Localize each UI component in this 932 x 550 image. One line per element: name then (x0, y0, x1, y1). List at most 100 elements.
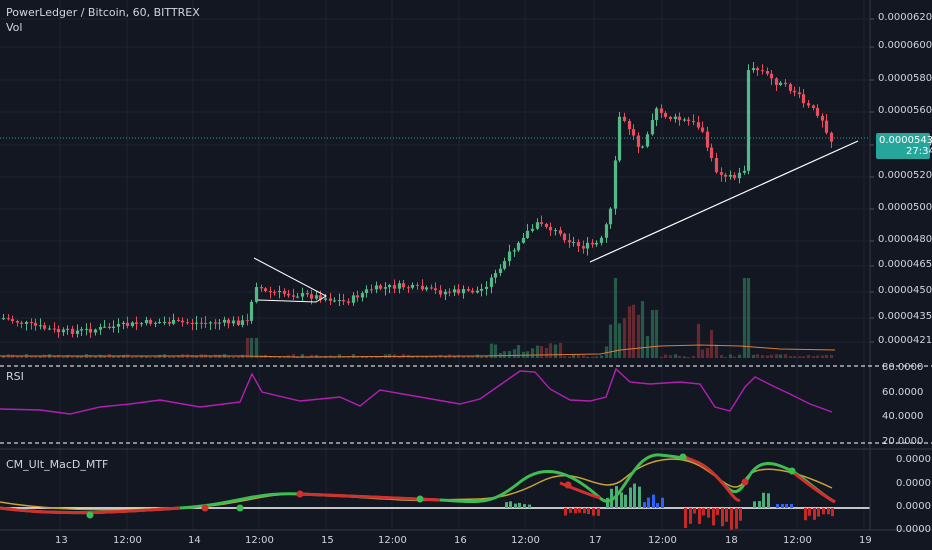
macd-histogram-bar (684, 508, 687, 528)
candle-body (47, 328, 52, 330)
volume-bar (369, 356, 374, 358)
candle-body (475, 290, 480, 293)
candle-body (15, 321, 20, 323)
macd-histogram-bar (597, 508, 600, 516)
macd-histogram-bar (505, 502, 508, 508)
volume-bar (65, 355, 70, 358)
macd-histogram-bar (758, 500, 761, 508)
volume-bar (144, 356, 149, 358)
candle-body (203, 322, 208, 324)
candle-body (148, 319, 153, 324)
candle-body (387, 285, 392, 288)
macd-tick: 0.0000 (896, 524, 931, 535)
candle-body (190, 322, 195, 324)
macd-histogram-bar (661, 497, 664, 508)
macd-histogram-bar (574, 508, 577, 514)
macd-cross-dot (788, 467, 796, 475)
candle-body (742, 170, 747, 173)
macd-histogram-bar (624, 494, 627, 508)
candle-body (447, 291, 452, 293)
last-price-value: 0.00005431 (879, 135, 932, 146)
candle-body (479, 288, 484, 291)
candle-body (567, 240, 572, 243)
time-tick: 16 (454, 535, 467, 546)
candle-body (631, 129, 636, 136)
time-tick: 19 (859, 535, 872, 546)
volume-bar (134, 356, 139, 358)
wedge-drawing (253, 257, 328, 303)
volume-bar (774, 354, 779, 358)
candle-body (792, 90, 797, 93)
candle-body (213, 322, 218, 324)
macd-histogram-bar (583, 508, 586, 514)
volume-bar (581, 355, 586, 358)
macd-histogram-bar (592, 508, 595, 516)
volume-bar (148, 356, 153, 358)
candle-body (617, 116, 622, 161)
volume-bar (765, 355, 770, 358)
volume-bar (516, 345, 521, 358)
candle-body (530, 228, 535, 231)
candle-body (282, 290, 287, 294)
candle-body (590, 242, 595, 245)
volume-bar (245, 338, 250, 358)
candle-body (121, 322, 126, 325)
macd-histogram-bar (638, 486, 641, 508)
volume-bar (29, 356, 34, 358)
candle-body (194, 322, 199, 324)
candle-body (576, 242, 581, 247)
macd-histogram-bar (767, 493, 770, 508)
candle-body (498, 268, 503, 274)
macd-histogram-bar (689, 508, 692, 524)
candle-body (732, 174, 737, 179)
candle-body (765, 71, 770, 74)
candle-body (824, 120, 829, 133)
volume-bar (153, 356, 158, 358)
volume-bar (254, 338, 259, 358)
candle-body (295, 296, 300, 298)
candle-body (544, 223, 549, 227)
candle-body (185, 322, 190, 324)
volume-bar (548, 343, 553, 358)
candle-body (811, 105, 816, 108)
candle-body (654, 108, 659, 121)
volume-bar (820, 355, 825, 358)
volume-bar (567, 356, 572, 358)
volume-bar (530, 348, 535, 358)
volume-bar (167, 355, 172, 358)
volume-bar (479, 356, 484, 358)
time-tick: 12:00 (783, 535, 812, 546)
drawings (0, 137, 870, 303)
candle-body (548, 226, 553, 231)
volume-bar (682, 356, 687, 358)
candle-body (397, 283, 402, 289)
candle-body (714, 158, 719, 173)
volume-bar (719, 354, 724, 358)
rsi-line (0, 367, 833, 415)
macd-histogram-bar (514, 503, 517, 508)
macd-histogram-bar (730, 508, 733, 531)
candle-body (318, 295, 323, 300)
rsi-label: RSI (6, 370, 24, 383)
candle-body (65, 328, 70, 330)
candle-body (351, 295, 356, 303)
candle-body (636, 135, 641, 147)
macd-histogram-bar (817, 508, 820, 517)
candle-body (309, 294, 314, 299)
macd-cross-dot (86, 511, 94, 519)
volume-bar (429, 355, 434, 358)
volume-bar (410, 356, 415, 358)
volume-bar (337, 354, 342, 358)
volume-bar (272, 356, 277, 358)
volume-bar (815, 355, 820, 358)
macd-histogram-bar (739, 508, 742, 521)
volume-bar (38, 356, 43, 358)
macd-histogram-bar (813, 508, 816, 520)
candle-body (737, 172, 742, 179)
volume-bar (622, 318, 627, 358)
volume-bars (0, 278, 836, 358)
